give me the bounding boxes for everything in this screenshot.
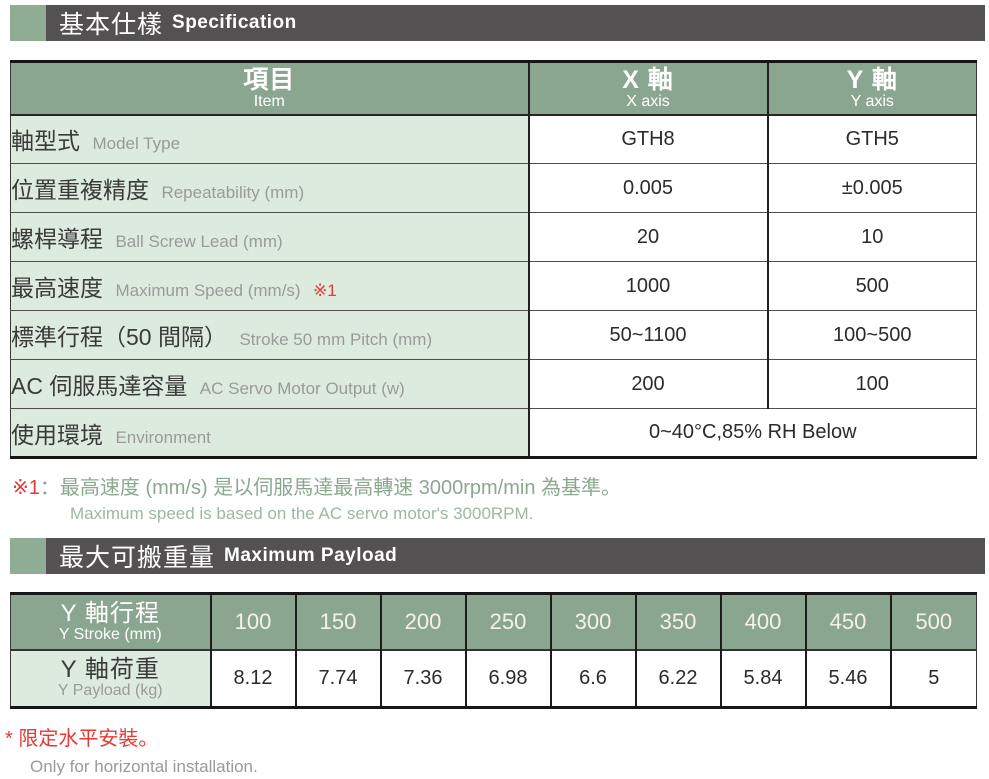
payload-value: 7.36 bbox=[379, 648, 466, 708]
footnote-text-en: Maximum speed is based on the AC servo m… bbox=[70, 504, 534, 523]
section-title-bar: 基本仕樣 Specification bbox=[46, 5, 985, 41]
payload-value: 5.46 bbox=[804, 648, 891, 708]
footnote-marker: * bbox=[5, 728, 13, 750]
stroke-value: 250 bbox=[464, 593, 551, 650]
section-title-en: Maximum Payload bbox=[224, 545, 398, 566]
payload-value-row: Y 軸荷重 Y Payload (kg) 8.12 7.74 7.36 6.98… bbox=[10, 648, 977, 708]
footnote-text-zh: ：最高速度 (mm/s) 是以伺服馬達最高轉速 3000rpm/min 為基準。 bbox=[39, 477, 622, 499]
spec-header-row: 項目 Item X 軸 X axis Y 軸 Y axis bbox=[10, 61, 977, 116]
table-row-ball-screw-lead: 螺桿導程 Ball Screw Lead (mm) 20 10 bbox=[10, 212, 977, 262]
installation-footnote: * 限定水平安裝。 Only for horizontal installati… bbox=[5, 722, 258, 777]
specification-section-header: 基本仕樣 Specification bbox=[10, 5, 985, 41]
col-header-x-en: X axis bbox=[626, 92, 670, 110]
col-header-item-en: Item bbox=[253, 92, 285, 110]
payload-value: 7.74 bbox=[294, 648, 381, 708]
col-header-y-axis: Y 軸 Y axis bbox=[766, 61, 977, 116]
footnote-marker: ※1 bbox=[12, 477, 40, 499]
value-x: 20 bbox=[527, 212, 768, 262]
payload-value: 6.98 bbox=[464, 648, 551, 708]
stroke-value: 450 bbox=[804, 593, 891, 650]
stroke-value: 400 bbox=[719, 593, 806, 650]
payload-section-header: 最大可搬重量 Maximum Payload bbox=[10, 538, 985, 574]
payload-header-row: Y 軸行程 Y Stroke (mm) 100 150 200 250 300 … bbox=[10, 593, 977, 650]
value-merged-environment: 0~40°C,85% RH Below bbox=[527, 408, 977, 458]
payload-value: 8.12 bbox=[209, 648, 296, 708]
stroke-value: 100 bbox=[209, 593, 296, 650]
table-row-repeatability: 位置重複精度 Repeatability (mm) 0.005 ±0.005 bbox=[10, 163, 977, 213]
speed-footnote: ※1：最高速度 (mm/s) 是以伺服馬達最高轉速 3000rpm/min 為基… bbox=[12, 471, 621, 524]
payload-value: 6.22 bbox=[634, 648, 721, 708]
row-label: 使用環境 Environment bbox=[10, 408, 529, 458]
col-header-x-zh: X 軸 bbox=[622, 65, 674, 94]
value-y: 500 bbox=[766, 261, 977, 311]
col-header-y-zh: Y 軸 bbox=[846, 65, 898, 94]
stroke-value: 300 bbox=[549, 593, 636, 650]
value-x: 0.005 bbox=[527, 163, 768, 213]
value-y: GTH5 bbox=[766, 114, 977, 164]
footnote-text-en: Only for horizontal installation. bbox=[30, 757, 258, 776]
payload-value: 5 bbox=[889, 648, 977, 708]
row-label: 最高速度 Maximum Speed (mm/s) ※1 bbox=[10, 261, 529, 311]
row-label: AC 伺服馬達容量 AC Servo Motor Output (w) bbox=[10, 359, 529, 409]
value-y: 100 bbox=[766, 359, 977, 409]
value-y: ±0.005 bbox=[766, 163, 977, 213]
col-header-y-en: Y axis bbox=[850, 92, 894, 110]
table-row-environment: 使用環境 Environment 0~40°C,85% RH Below bbox=[10, 408, 977, 458]
y-payload-label: Y 軸荷重 Y Payload (kg) bbox=[10, 648, 211, 708]
value-x: 1000 bbox=[527, 261, 768, 311]
y-stroke-header: Y 軸行程 Y Stroke (mm) bbox=[10, 593, 211, 650]
payload-value: 5.84 bbox=[719, 648, 806, 708]
stroke-value: 350 bbox=[634, 593, 721, 650]
specification-table: 項目 Item X 軸 X axis Y 軸 Y axis 軸型式 Model … bbox=[10, 60, 977, 459]
value-x: 200 bbox=[527, 359, 768, 409]
col-header-item-zh: 項目 bbox=[243, 65, 296, 94]
section-accent-square bbox=[10, 538, 46, 574]
value-y: 10 bbox=[766, 212, 977, 262]
stroke-value: 500 bbox=[889, 593, 977, 650]
payload-table: Y 軸行程 Y Stroke (mm) 100 150 200 250 300 … bbox=[10, 592, 977, 709]
row-label: 標準行程（50 間隔） Stroke 50 mm Pitch (mm) bbox=[10, 310, 529, 360]
footnote-marker-ref: ※1 bbox=[313, 281, 337, 300]
section-title-zh: 最大可搬重量 bbox=[59, 544, 216, 572]
section-title-en: Specification bbox=[172, 12, 297, 33]
value-x: 50~1100 bbox=[527, 310, 768, 360]
stroke-value: 200 bbox=[379, 593, 466, 650]
section-title-bar: 最大可搬重量 Maximum Payload bbox=[46, 538, 985, 574]
footnote-text-zh: 限定水平安裝。 bbox=[18, 728, 159, 750]
value-x: GTH8 bbox=[527, 114, 768, 164]
table-row-servo-motor-output: AC 伺服馬達容量 AC Servo Motor Output (w) 200 … bbox=[10, 359, 977, 409]
col-header-item: 項目 Item bbox=[10, 61, 529, 116]
table-row-model-type: 軸型式 Model Type GTH8 GTH5 bbox=[10, 114, 977, 164]
value-y: 100~500 bbox=[766, 310, 977, 360]
section-title-zh: 基本仕樣 bbox=[59, 11, 164, 39]
stroke-value: 150 bbox=[294, 593, 381, 650]
payload-value: 6.6 bbox=[549, 648, 636, 708]
col-header-x-axis: X 軸 X axis bbox=[527, 61, 768, 116]
table-row-maximum-speed: 最高速度 Maximum Speed (mm/s) ※1 1000 500 bbox=[10, 261, 977, 311]
section-accent-square bbox=[10, 5, 46, 41]
row-label: 位置重複精度 Repeatability (mm) bbox=[10, 163, 529, 213]
table-row-stroke: 標準行程（50 間隔） Stroke 50 mm Pitch (mm) 50~1… bbox=[10, 310, 977, 360]
row-label: 軸型式 Model Type bbox=[10, 114, 529, 164]
row-label: 螺桿導程 Ball Screw Lead (mm) bbox=[10, 212, 529, 262]
